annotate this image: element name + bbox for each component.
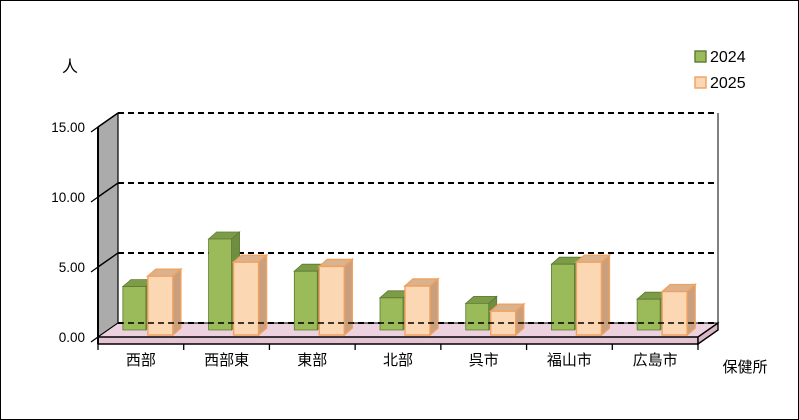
bar-side-face [686, 283, 696, 337]
x-category-label-2: 東部 [297, 352, 327, 369]
bar-2025-c1 [231, 253, 269, 337]
bar-front-face [232, 261, 260, 336]
legend-swatch-2025 [694, 76, 707, 89]
bar-2025-c4 [488, 302, 526, 337]
bar-2025-c5 [574, 253, 612, 337]
bar-front-face [318, 265, 345, 336]
wall-gridline-5 [97, 252, 119, 268]
value-axis-title: 人 [62, 58, 78, 76]
x-category-label-5: 福山市 [547, 352, 592, 369]
legend-swatch-2024 [694, 50, 707, 63]
value-axis-tick-0 [90, 336, 99, 343]
y-tick-label-10.00: 10.00 [51, 190, 85, 205]
wall-gridline-15 [97, 112, 119, 128]
category-axis-title: 保健所 [722, 359, 767, 376]
value-axis-tick-15 [90, 126, 99, 133]
x-category-label-3: 北部 [383, 352, 413, 369]
bar-side-face [429, 277, 439, 337]
bar-front-face [404, 285, 431, 336]
bar-front-face [147, 275, 174, 336]
left-wall [97, 111, 119, 339]
bar-front-face [551, 263, 575, 331]
bar-front-face [122, 286, 147, 331]
bar-front-face [636, 298, 661, 331]
value-axis-tick-5 [90, 266, 99, 273]
x-category-label-0: 西部 [126, 352, 156, 369]
legend-label-2025: 2025 [710, 75, 746, 92]
bar-2025-c3 [403, 277, 440, 337]
bar-front-face [575, 261, 603, 336]
bar-front-face [293, 270, 318, 331]
bar-front-face [465, 302, 490, 331]
bar-2025-c6 [660, 283, 698, 337]
bar-front-face [661, 290, 688, 336]
x-category-label-1: 西部東 [204, 352, 249, 369]
x-category-label-4: 呉市 [469, 352, 499, 369]
y-tick-label-0.00: 0.00 [59, 330, 85, 345]
bar-2025-c2 [317, 257, 355, 337]
x-category-label-6: 広島市 [633, 352, 678, 369]
bar-front-face [208, 238, 232, 331]
floor-side [697, 321, 719, 346]
bar-2025-c0 [145, 267, 183, 337]
floor-front [97, 336, 699, 345]
value-axis-tick-10 [90, 196, 99, 203]
legend-label-2024: 2024 [710, 49, 746, 66]
bar-front-face [379, 297, 404, 331]
wall-gridline-10 [97, 182, 119, 198]
bar-side-face [172, 267, 182, 337]
y-tick-label-5.00: 5.00 [59, 260, 85, 275]
y-tick-label-15.00: 15.00 [51, 120, 85, 135]
